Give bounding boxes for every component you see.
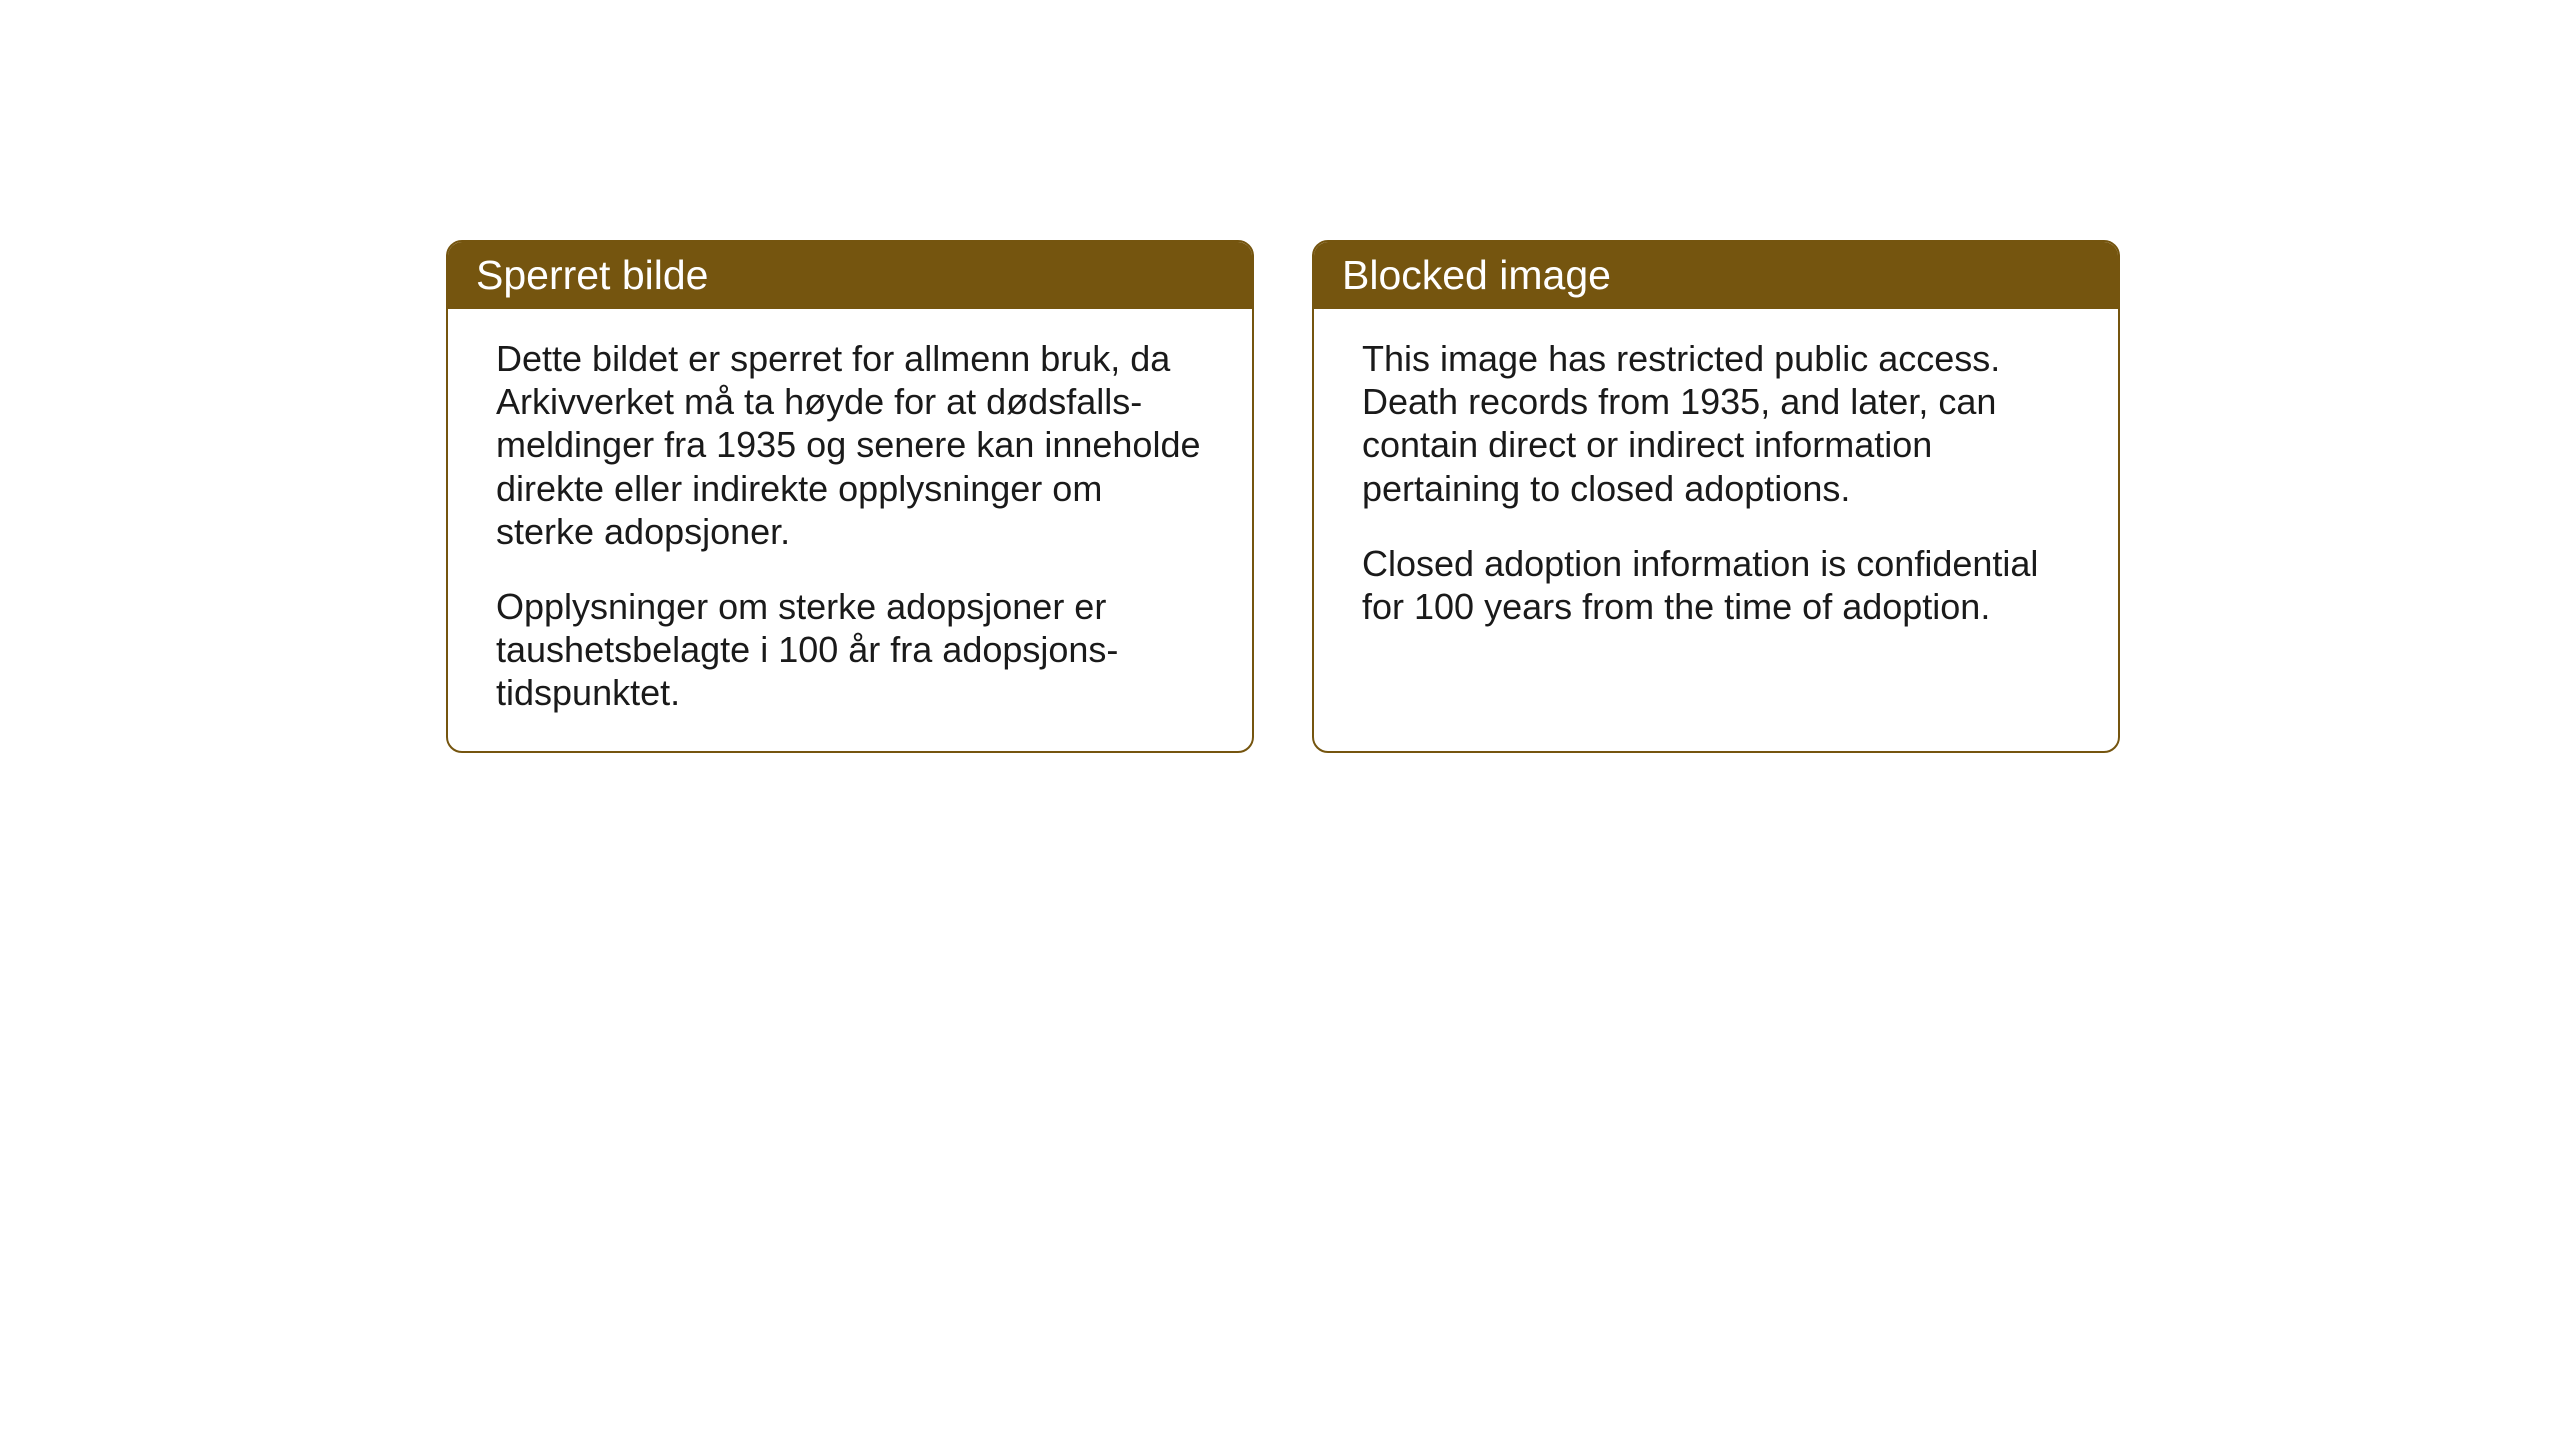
norwegian-card-title: Sperret bilde (448, 242, 1252, 309)
norwegian-paragraph-2: Opplysninger om sterke adopsjoner er tau… (496, 585, 1204, 715)
card-container: Sperret bilde Dette bildet er sperret fo… (446, 240, 2120, 753)
norwegian-paragraph-1: Dette bildet er sperret for allmenn bruk… (496, 337, 1204, 553)
english-card-title: Blocked image (1314, 242, 2118, 309)
english-paragraph-2: Closed adoption information is confident… (1362, 542, 2070, 628)
norwegian-notice-card: Sperret bilde Dette bildet er sperret fo… (446, 240, 1254, 753)
norwegian-card-body: Dette bildet er sperret for allmenn bruk… (448, 309, 1252, 751)
english-paragraph-1: This image has restricted public access.… (1362, 337, 2070, 510)
english-card-body: This image has restricted public access.… (1314, 309, 2118, 664)
english-notice-card: Blocked image This image has restricted … (1312, 240, 2120, 753)
